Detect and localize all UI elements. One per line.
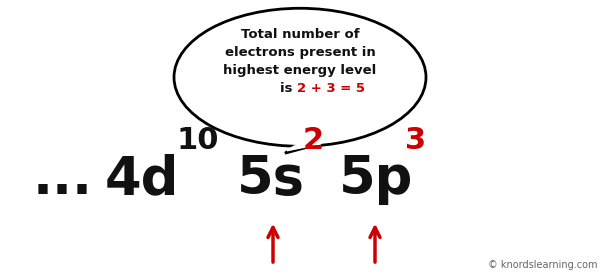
Text: 2 + 3 = 5: 2 + 3 = 5 <box>297 82 365 95</box>
Text: ...: ... <box>33 153 93 205</box>
Text: Total number of: Total number of <box>241 28 359 41</box>
Text: © knordslearning.com: © knordslearning.com <box>487 261 597 270</box>
Ellipse shape <box>174 8 426 146</box>
Text: 5p: 5p <box>339 153 413 205</box>
Text: 2: 2 <box>303 126 324 155</box>
Text: 5s: 5s <box>237 153 305 205</box>
Text: electrons present in: electrons present in <box>224 46 376 59</box>
Polygon shape <box>287 144 321 150</box>
Polygon shape <box>285 144 321 153</box>
Text: is: is <box>280 82 297 95</box>
Text: 3: 3 <box>405 126 426 155</box>
Text: 10: 10 <box>177 126 220 155</box>
Text: highest energy level: highest energy level <box>223 64 377 77</box>
Text: 4d: 4d <box>105 153 179 205</box>
